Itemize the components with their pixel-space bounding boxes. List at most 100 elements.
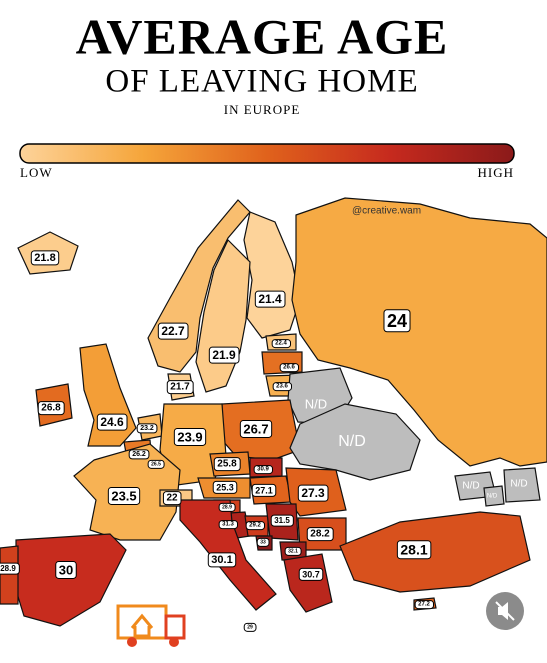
credit: @creative.wam (352, 206, 421, 217)
legend-high: HIGH (478, 165, 515, 180)
country-label: N/D (305, 396, 327, 411)
label-box (208, 346, 240, 364)
country-shape (289, 403, 421, 481)
label-box (218, 502, 236, 512)
countries (0, 197, 547, 630)
label-box (96, 413, 128, 431)
country-label: 29 (247, 624, 253, 630)
country-label: 23.9 (177, 429, 202, 444)
country-label: 27.1 (255, 485, 273, 495)
country-shape (283, 553, 333, 613)
country-label: 22 (166, 493, 178, 504)
country-label: 26.6 (283, 365, 295, 371)
country-label: 22.7 (161, 324, 185, 338)
label-box (298, 567, 324, 581)
label-box (147, 459, 165, 469)
label-box (128, 449, 150, 460)
country-label: 27.2 (418, 602, 430, 608)
truck-icon (116, 604, 186, 647)
country-labels: 21.8 21.4 22.7 24 21.9 22.4 26.6 23.6 21.7 26.8 N/… (0, 250, 528, 632)
country-label: 26.2 (132, 451, 146, 458)
label-box (383, 309, 411, 333)
label-box (207, 552, 237, 568)
label-box (245, 521, 265, 531)
country-shape (503, 467, 541, 503)
mute-button[interactable] (486, 592, 524, 630)
country-shape (243, 211, 301, 339)
subtitle: OF LEAVING HOME (105, 64, 418, 100)
label-box (166, 380, 194, 395)
legend-low: LOW (20, 165, 53, 180)
country-shape (15, 533, 127, 627)
label-box (271, 339, 291, 349)
country-label: 31.3 (222, 522, 234, 528)
label-box (218, 520, 238, 530)
country-label: 22.4 (275, 341, 287, 347)
label-box (284, 546, 302, 556)
country-label: 28.1 (400, 542, 427, 558)
country-shape (79, 343, 137, 447)
label-box (272, 382, 292, 392)
label-box (107, 486, 141, 505)
country-label: 29.2 (249, 523, 261, 529)
country-label: 27.3 (301, 486, 325, 500)
country-label: 28.9 (0, 564, 16, 573)
country-label: 23.2 (140, 425, 154, 432)
label-box (297, 484, 329, 502)
country-shape (0, 545, 19, 605)
country-label: 23.5 (111, 488, 136, 503)
country-label: 33 (260, 539, 266, 545)
label-box (30, 250, 60, 266)
label-box (256, 537, 270, 547)
label-box (253, 465, 273, 475)
label-box (212, 480, 238, 494)
label-box (239, 419, 273, 438)
label-box (243, 622, 257, 632)
label-box (414, 600, 434, 610)
country-label: 21.4 (258, 292, 282, 306)
country-label: 31.5 (274, 516, 290, 525)
country-label: 30.1 (211, 554, 232, 566)
label-box (306, 527, 334, 542)
label-box (55, 560, 77, 579)
country-label: N/D (462, 481, 479, 492)
country-label: 25.3 (216, 482, 234, 492)
country-label: N/D (510, 479, 527, 490)
label-box (279, 363, 299, 373)
country-label: 30.9 (257, 467, 269, 473)
country-label: 26.5 (151, 461, 161, 467)
region-caption: IN EUROPE (224, 102, 301, 117)
label-box (254, 290, 286, 308)
country-label: 30 (59, 562, 73, 577)
label-box (0, 562, 20, 575)
label-box (396, 540, 432, 560)
label-box (157, 322, 189, 340)
label-box (213, 457, 241, 472)
country-shape (339, 511, 531, 593)
title: AVERAGE AGE (76, 8, 449, 64)
country-label: 28.2 (310, 529, 330, 540)
country-label: 21.9 (212, 348, 236, 362)
label-box (136, 423, 158, 434)
country-label: 23.6 (276, 384, 288, 390)
label-box (251, 483, 277, 497)
country-label: 21.7 (170, 382, 190, 393)
label-box (270, 514, 294, 527)
country-label: 26.7 (243, 421, 268, 436)
country-label: 21.8 (34, 252, 55, 264)
label-box (162, 491, 182, 506)
country-label: 32.1 (288, 548, 298, 554)
label-box (173, 427, 207, 446)
country-label: 26.8 (41, 403, 61, 414)
country-label: N/D (487, 494, 498, 500)
label-box (37, 401, 65, 416)
country-label: N/D (338, 433, 366, 450)
country-label: 28.9 (222, 504, 232, 510)
country-label: 24 (387, 311, 407, 331)
country-shape (291, 197, 547, 467)
country-label: 25.8 (217, 459, 237, 470)
country-shape (483, 485, 505, 507)
legend-gradient (19, 143, 515, 164)
